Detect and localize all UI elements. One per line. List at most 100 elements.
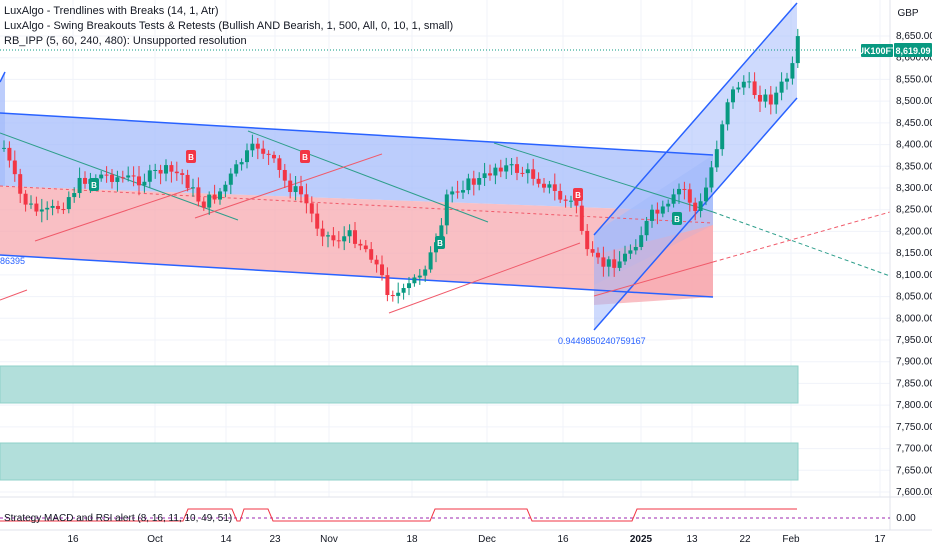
- candle-body: [201, 201, 206, 208]
- signal-badges: B B B B B B: [89, 150, 682, 249]
- candle-body: [326, 235, 330, 237]
- candle-body: [169, 165, 174, 172]
- candle-body: [277, 158, 282, 170]
- time-tick-label: Dec: [478, 534, 496, 545]
- candle-body: [115, 177, 120, 182]
- candle-body: [239, 162, 244, 165]
- candle-body: [363, 245, 368, 250]
- breakout-badge-label: B: [437, 239, 443, 248]
- price-tick-label: 8,100.00: [896, 270, 932, 281]
- legend-line-swing-breakouts[interactable]: LuxAlgo - Swing Breakouts Tests & Retest…: [4, 20, 454, 32]
- price-axis-bg: [890, 0, 932, 530]
- indicator-pane-label[interactable]: Strategy MACD and RSI alert (8, 16, 11, …: [4, 513, 233, 524]
- time-tick-label: 23: [269, 534, 281, 545]
- last-price-tag: 8,619.09: [894, 43, 932, 57]
- candle-body: [509, 164, 514, 166]
- price-tick-label: 8,650.00: [896, 31, 932, 42]
- candle-body: [34, 203, 39, 212]
- time-tick-label: 17: [874, 534, 886, 545]
- candle-body: [131, 175, 136, 177]
- price-tick-label: 8,000.00: [896, 313, 932, 324]
- candle-body: [66, 197, 71, 210]
- candle-body: [736, 87, 741, 90]
- candle-body: [763, 94, 768, 102]
- candle-body: [39, 209, 44, 212]
- candle-body: [698, 201, 703, 211]
- candle-body: [779, 81, 784, 93]
- candle-body: [385, 275, 390, 296]
- candle-body: [623, 253, 627, 262]
- price-tick-label: 8,300.00: [896, 183, 932, 194]
- indicator-legend: LuxAlgo - Trendlines with Breaks (14, 1,…: [4, 4, 453, 49]
- breakout-badge: [186, 150, 196, 163]
- candle-body: [731, 89, 735, 103]
- zone-lower: [0, 442, 799, 481]
- candle-body: [628, 250, 633, 254]
- candle-body: [77, 177, 82, 194]
- candle-body: [525, 169, 530, 174]
- candle-body: [288, 180, 293, 193]
- candle-body: [666, 203, 671, 207]
- candle-body: [261, 148, 266, 154]
- symbol-tag: UK100FT: [857, 44, 897, 57]
- channel-ascend-fill: [594, 3, 797, 330]
- candle-body: [407, 283, 411, 289]
- candle-body: [677, 188, 681, 195]
- zone-upper: [0, 365, 799, 404]
- candle-body: [558, 190, 563, 200]
- candle-body: [466, 178, 471, 191]
- channel-left-edge: [0, 71, 6, 83]
- candle-body: [45, 207, 50, 210]
- price-tick-label: 8,450.00: [896, 118, 932, 129]
- candle-body: [83, 177, 87, 184]
- candle-body: [158, 169, 163, 174]
- candle-body: [234, 164, 239, 174]
- candle-body: [444, 194, 449, 226]
- time-axis[interactable]: 16 Oct 14 23 Nov 18 Dec 16 2025 13 22 Feb 17: [0, 529, 932, 545]
- candle-body: [650, 209, 654, 221]
- candle-body: [272, 154, 276, 159]
- candle-body: [126, 175, 131, 178]
- candle-body: [245, 150, 249, 163]
- breakout-badge-label: B: [188, 153, 194, 162]
- candle-body: [412, 277, 417, 284]
- price-tick-label: 7,750.00: [896, 422, 932, 433]
- candle-body: [120, 177, 125, 179]
- candle-body: [320, 228, 325, 237]
- candle-body: [61, 209, 66, 211]
- trend-red-left: [0, 289, 28, 301]
- candle-body: [758, 95, 762, 102]
- time-tick-label: Feb: [782, 534, 800, 545]
- breakout-badge-label: B: [575, 191, 581, 200]
- price-tick-label: 7,850.00: [896, 378, 932, 389]
- time-tick-label: Nov: [320, 534, 338, 545]
- price-tick-label: 7,950.00: [896, 335, 932, 346]
- candle-body: [266, 153, 271, 155]
- candle-body: [709, 167, 714, 188]
- trend-red-3: [388, 242, 581, 314]
- support-zones: [0, 365, 799, 481]
- legend-line-trendlines[interactable]: LuxAlgo - Trendlines with Breaks (14, 1,…: [4, 5, 219, 17]
- price-axis[interactable]: GBP 8,650.00 8,600.00 8,550.00 8,500.00 8,45…: [889, 0, 932, 530]
- channel-main-bottom: [0, 254, 714, 298]
- candle-body: [790, 63, 795, 79]
- price-tick-label: 7,900.00: [896, 357, 932, 368]
- candle-body: [12, 160, 17, 175]
- candle-body: [504, 165, 509, 172]
- candle-body: [255, 143, 260, 149]
- candle-body: [174, 171, 179, 174]
- time-tick-label: 14: [220, 534, 232, 545]
- time-tick-label: Oct: [147, 534, 163, 545]
- legend-line-rb-ipp[interactable]: RB_IPP (5, 60, 240, 480): Unsupported re…: [4, 35, 247, 47]
- candle-body: [569, 200, 573, 202]
- trend-red-1: [34, 187, 194, 242]
- candle-body: [547, 184, 552, 188]
- candle-body: [515, 164, 519, 173]
- candle-body: [223, 184, 228, 192]
- candle-body: [56, 205, 60, 210]
- candle-body: [747, 81, 752, 83]
- time-tick-label: 16: [67, 534, 79, 545]
- candle-body: [417, 275, 422, 278]
- candle-body: [331, 235, 336, 241]
